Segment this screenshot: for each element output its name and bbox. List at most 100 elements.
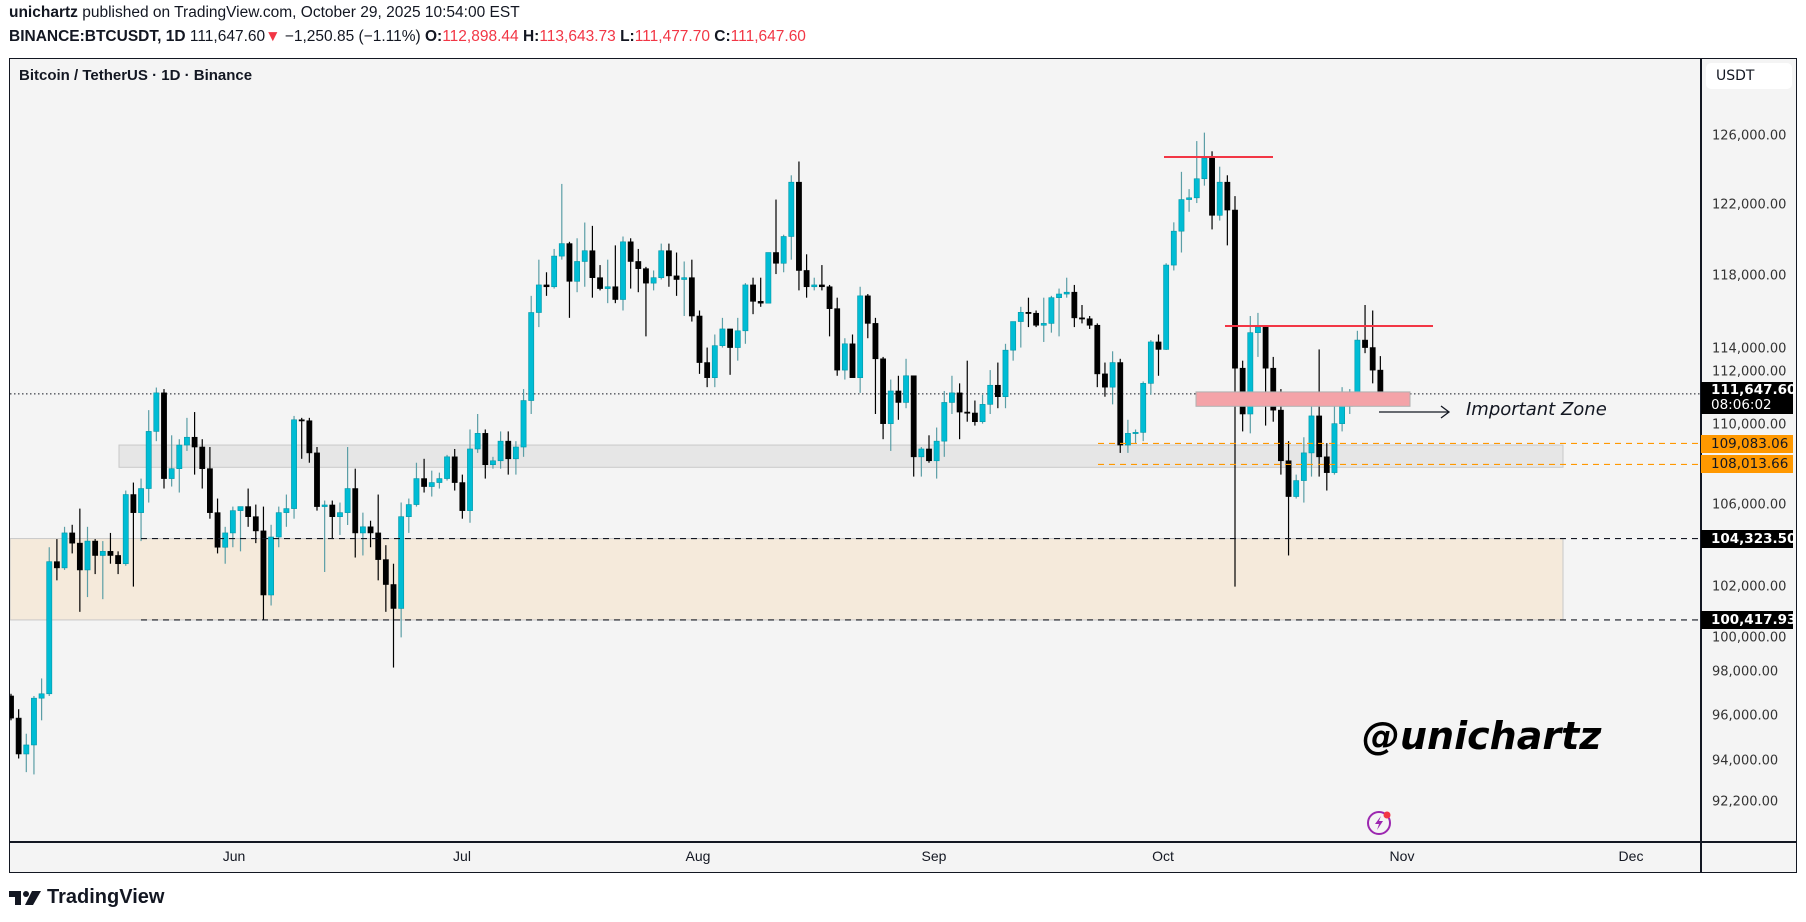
candle-body	[1362, 339, 1368, 348]
tradingview-logo-icon	[9, 890, 41, 905]
candle-body	[941, 402, 948, 442]
level-tag-2: 100,417.93	[1701, 611, 1796, 629]
candle-body	[1331, 423, 1338, 473]
candle-body	[1125, 433, 1131, 446]
candle-body	[10, 695, 14, 719]
candle-body	[161, 392, 167, 479]
candle-body	[428, 482, 435, 487]
candle-body	[1316, 415, 1323, 458]
candle-body	[467, 448, 473, 511]
candle-body	[61, 532, 68, 569]
candle-body	[1147, 341, 1154, 384]
candle-body	[314, 452, 320, 507]
price-change: −1,250.85 (−1.11%)	[284, 28, 421, 45]
time-axis-border	[9, 841, 1797, 843]
candle-body	[298, 419, 305, 422]
symbol-info: BINANCE:BTCUSDT, 1D 111,647.60▼ −1,250.8…	[9, 28, 806, 46]
candle-body	[864, 295, 871, 324]
candle-body	[490, 460, 496, 466]
candle-body	[1278, 409, 1284, 462]
candle-body	[994, 384, 1001, 398]
candle-body	[451, 456, 458, 483]
price-tick: 112,000.00	[1712, 364, 1787, 380]
candle-body	[681, 277, 688, 280]
orange-price-tag-2: 108,013.66	[1701, 455, 1793, 473]
candle-body	[551, 255, 558, 288]
low-value: 111,477.70	[634, 28, 710, 45]
candle-body	[535, 284, 542, 313]
candle-body	[964, 411, 971, 414]
candle-body	[696, 315, 703, 363]
author-name[interactable]: unichartz	[9, 4, 78, 21]
lightning-icon[interactable]	[1366, 809, 1394, 837]
candle-body	[704, 362, 711, 378]
candle-body	[69, 532, 76, 544]
price-tick: 126,000.00	[1712, 128, 1787, 144]
candle-body	[1270, 367, 1277, 411]
candle-body	[826, 286, 833, 309]
candle-body	[352, 488, 359, 534]
time-tick: Nov	[1389, 848, 1415, 864]
candle-body	[673, 275, 680, 280]
tradingview-logo[interactable]: TradingView	[9, 886, 164, 909]
candle-body	[405, 504, 412, 517]
candle-body	[283, 508, 290, 513]
candle-body	[46, 561, 53, 695]
candle-body	[528, 312, 535, 401]
time-tick: Aug	[685, 848, 711, 864]
candle-body	[92, 540, 99, 556]
candle-body	[107, 551, 114, 556]
candle-body	[15, 717, 22, 755]
candle-body	[612, 286, 619, 300]
publish-info: unichartz published on TradingView.com, …	[9, 4, 520, 22]
candle-body	[1010, 321, 1017, 351]
candle-body	[1186, 197, 1192, 200]
candle-body	[421, 478, 427, 487]
candle-body	[76, 542, 83, 571]
candle-body	[665, 250, 672, 277]
candle-body	[620, 241, 626, 300]
candle-body	[650, 277, 657, 284]
candle-body	[1262, 326, 1269, 369]
candle-body	[1040, 323, 1047, 326]
candle-body	[199, 446, 206, 469]
candle-body	[643, 268, 649, 284]
candle-body	[1063, 291, 1070, 295]
grey-zone	[118, 444, 1564, 468]
time-tick: Sep	[921, 848, 947, 864]
bar-countdown: 08:06:02	[1711, 397, 1772, 413]
candle-body	[207, 468, 213, 513]
publish-text: published on TradingView.com, October 29…	[77, 4, 520, 21]
candle-body	[765, 252, 772, 304]
price-tick: 106,000.00	[1712, 497, 1787, 513]
level-tag-1: 104,323.50	[1701, 530, 1796, 548]
candle-body	[122, 494, 129, 565]
candle-body	[413, 478, 420, 505]
price-tick: 110,000.00	[1712, 417, 1787, 432]
symbol: BINANCE:BTCUSDT, 1D	[9, 28, 186, 45]
candle-body	[505, 440, 512, 460]
candle-body	[398, 516, 405, 609]
candle-body	[497, 440, 504, 462]
candle-body	[1216, 181, 1223, 216]
candle-body	[512, 446, 519, 460]
candle-body	[857, 295, 864, 378]
candle-body	[382, 559, 389, 585]
candle-body	[306, 420, 313, 454]
price-tick: 114,000.00	[1712, 341, 1787, 357]
candle-body	[99, 551, 106, 556]
candle-body	[214, 512, 221, 548]
candle-body	[359, 526, 366, 534]
currency-button[interactable]: USDT	[1706, 63, 1792, 89]
important-zone-label: Important Zone	[1466, 399, 1607, 420]
candle-body	[734, 330, 741, 348]
candle-body	[229, 510, 236, 534]
candle-body	[1232, 209, 1238, 369]
candle-body	[880, 358, 886, 424]
candle-body	[252, 516, 259, 532]
candle-body	[895, 390, 902, 403]
candle-body	[727, 328, 733, 348]
candle-body	[581, 250, 588, 262]
candle-body	[1102, 373, 1108, 388]
